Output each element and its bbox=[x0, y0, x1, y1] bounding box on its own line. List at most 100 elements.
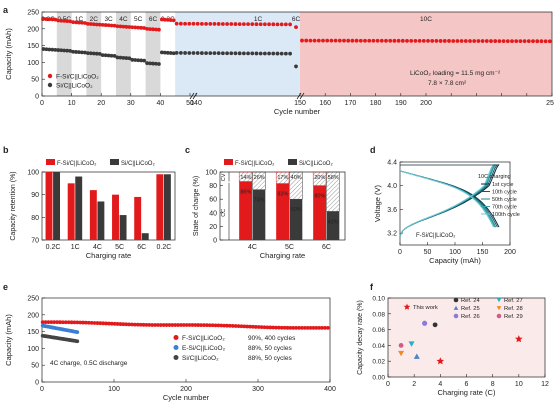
f-si-c-point bbox=[505, 39, 510, 44]
f-si-c-point bbox=[229, 22, 234, 26]
cycle-point bbox=[52, 320, 57, 325]
panel-letter-c: c bbox=[185, 145, 190, 155]
f-si-c-cc-bar bbox=[276, 183, 289, 240]
f-si-c-point bbox=[171, 18, 176, 23]
si-c-point bbox=[148, 61, 152, 66]
x-tick-label: 400 bbox=[324, 386, 336, 393]
x-tick-label: 0.2C bbox=[46, 244, 61, 251]
data-point bbox=[436, 357, 445, 365]
cycle-point bbox=[314, 325, 319, 330]
cycle-point bbox=[49, 320, 54, 325]
cycle-point bbox=[158, 323, 163, 327]
si-c-point bbox=[294, 64, 298, 69]
cycle-point bbox=[325, 325, 330, 330]
rate-label: 6C bbox=[149, 16, 158, 23]
si-c-point bbox=[233, 51, 238, 56]
cycle-point bbox=[176, 323, 180, 327]
cycle-point bbox=[274, 325, 278, 330]
si-c-point bbox=[80, 50, 84, 55]
cycle-point bbox=[184, 323, 189, 327]
si-c-point bbox=[191, 51, 196, 55]
f-si-c-point bbox=[237, 22, 242, 26]
legend-label: F-Si/C||LiCoO₂ bbox=[57, 161, 97, 167]
gray-band bbox=[116, 12, 131, 96]
f-si-c-point bbox=[367, 38, 372, 43]
cycle-point bbox=[262, 325, 267, 330]
f-si-c-point bbox=[434, 39, 439, 43]
rate-label: 5C bbox=[134, 16, 143, 23]
si-c-point bbox=[168, 51, 173, 55]
area-annotation: 7.8 × 7.8 cm² bbox=[428, 80, 467, 87]
f-si-c-point bbox=[489, 39, 493, 43]
x-tick-label: 50 bbox=[424, 249, 432, 256]
cc-value-label: 83% bbox=[277, 192, 288, 198]
panel-b-capacity-retention: 70 80 90 100 0.2C 1C 4C 5C 6C 0.2C Charging rate Ca… bbox=[10, 159, 176, 260]
x-tick-label: 10 bbox=[515, 381, 523, 388]
si-c-cv-bar bbox=[289, 171, 303, 200]
cycle-point bbox=[130, 322, 134, 327]
loading-annotation: LiCoO₂ loading = 11.5 mg cm⁻² bbox=[410, 70, 501, 77]
y-tick-label: 0.10 bbox=[372, 296, 385, 303]
cycle-point bbox=[55, 320, 60, 325]
si-c-point bbox=[136, 58, 141, 63]
f-si-c-point bbox=[442, 39, 447, 43]
y-tick-label: 0.06 bbox=[372, 327, 385, 334]
cycle-point bbox=[179, 323, 183, 327]
si-c-point bbox=[229, 51, 234, 56]
x-tick-label: 4C bbox=[93, 244, 102, 251]
f-si-c-point bbox=[451, 39, 456, 43]
cycle-point bbox=[72, 320, 77, 325]
rate-label: 10C bbox=[420, 16, 432, 23]
f-si-c-point bbox=[91, 22, 96, 27]
f-si-c-point bbox=[518, 39, 523, 44]
cycle-point bbox=[253, 325, 258, 329]
si-c-point bbox=[159, 50, 164, 55]
legend-retention: 90%, 400 cycles bbox=[248, 335, 296, 342]
axis-break bbox=[296, 92, 302, 100]
cycle-point bbox=[276, 325, 281, 330]
rate-label: 4C bbox=[119, 16, 128, 23]
cycle-point bbox=[181, 323, 186, 327]
si-c-point bbox=[220, 51, 225, 56]
cycle-point bbox=[216, 323, 221, 328]
f-si-c-point bbox=[283, 22, 288, 27]
si-c-point bbox=[237, 51, 242, 56]
cycle-point bbox=[66, 320, 71, 325]
legend-swatch bbox=[110, 159, 119, 165]
rate-label: 1C bbox=[254, 16, 263, 23]
x-axis-label: Charging rate bbox=[260, 251, 305, 260]
f-si-c-point bbox=[543, 39, 548, 44]
cycle-point bbox=[239, 324, 244, 329]
f-si-c-point bbox=[77, 20, 81, 25]
f-si-c-point bbox=[195, 21, 200, 26]
legend-marker bbox=[173, 345, 179, 350]
pink-band bbox=[300, 12, 552, 96]
x-tick-label: 6 bbox=[465, 381, 469, 388]
f-si-c-point bbox=[430, 39, 435, 43]
f-si-c-point bbox=[463, 39, 468, 43]
legend-title: 10C charging bbox=[478, 174, 511, 180]
cycle-point bbox=[40, 320, 45, 325]
cycle-point bbox=[121, 322, 126, 327]
si-c-point bbox=[62, 48, 67, 53]
f-si-c-point bbox=[400, 38, 405, 43]
si-c-point bbox=[254, 51, 259, 56]
si-c-bar bbox=[97, 201, 105, 240]
y-tick-label: 0.08 bbox=[372, 311, 385, 318]
cycle-point bbox=[118, 322, 123, 326]
axis-break bbox=[189, 92, 195, 100]
cycle-point bbox=[92, 321, 97, 325]
cycle-point bbox=[170, 323, 175, 327]
cycle-point bbox=[78, 320, 83, 325]
f-si-c-point bbox=[392, 38, 397, 43]
f-si-c-point bbox=[438, 39, 443, 43]
f-si-c-point bbox=[250, 22, 255, 27]
f-si-c-point bbox=[233, 22, 238, 26]
cycle-point bbox=[150, 323, 155, 327]
test-condition-note: 4C charge, 0.5C discharge bbox=[50, 360, 128, 367]
f-si-c-point bbox=[136, 25, 141, 30]
f-si-c-point bbox=[388, 38, 393, 43]
f-si-c-point bbox=[208, 21, 213, 26]
legend-label: 70th cycle bbox=[492, 205, 517, 211]
f-si-c-point bbox=[258, 22, 263, 27]
